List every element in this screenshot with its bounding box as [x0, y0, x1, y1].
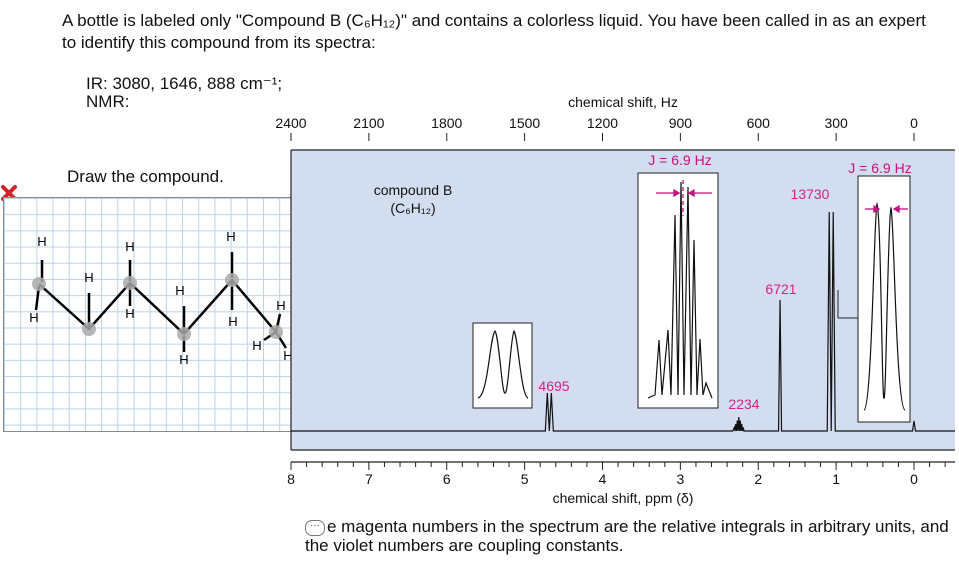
chart-title: compound B — [374, 182, 453, 198]
coupling-constant-label: J = 6.9 Hz — [848, 160, 911, 176]
svg-text:H: H — [125, 306, 134, 321]
ppm-tick-label: 0 — [910, 471, 918, 487]
hz-tick-label: 0 — [910, 115, 918, 131]
ppm-tick-label: 8 — [287, 471, 295, 487]
nmr-label: NMR: — [86, 92, 130, 111]
structure-drawing: HH H HH HH HH HHH — [29, 229, 292, 367]
svg-text:H: H — [84, 270, 93, 285]
footnote: ··· e magenta numbers in the spectrum are… — [305, 517, 955, 555]
svg-text:H: H — [283, 348, 292, 363]
coupling-constant-label: J = 6.9 Hz — [648, 152, 711, 168]
svg-text:H: H — [37, 234, 46, 249]
question-text: A bottle is labeled only "Compound B (C₆… — [62, 11, 926, 52]
ppm-tick-label: 2 — [754, 471, 762, 487]
hz-tick-label: 300 — [824, 115, 848, 131]
ir-data: IR: 3080, 1646, 888 cm⁻¹; — [86, 74, 283, 93]
svg-text:H: H — [228, 314, 237, 329]
integral-label: 13730 — [791, 186, 830, 202]
hz-axis-label: chemical shift, Hz — [568, 94, 678, 110]
svg-text:H: H — [29, 310, 38, 325]
svg-text:H: H — [175, 283, 184, 298]
hz-tick-label: 2100 — [353, 115, 384, 131]
hz-axis: 2400 2100 1800 1500 1200 900 600 300 0 — [275, 115, 918, 141]
comment-icon[interactable]: ··· — [305, 519, 325, 536]
ppm-tick-label: 3 — [676, 471, 684, 487]
inset-doublet-4695 — [472, 322, 533, 409]
footnote-text: e magenta numbers in the spectrum are th… — [305, 517, 949, 555]
ppm-axis: 8 7 6 5 4 3 2 1 0 — [287, 461, 955, 487]
hz-tick-label: 900 — [669, 115, 693, 131]
integral-label: 6721 — [765, 281, 796, 297]
svg-text:H: H — [125, 239, 134, 254]
ppm-tick-label: 1 — [832, 471, 840, 487]
ppm-tick-label: 7 — [365, 471, 373, 487]
integral-label: 4695 — [538, 378, 569, 394]
svg-text:H: H — [252, 338, 261, 353]
hz-tick-label: 600 — [747, 115, 771, 131]
svg-text:H: H — [276, 298, 285, 313]
draw-prompt: Draw the compound. — [67, 167, 224, 186]
ppm-tick-label: 5 — [521, 471, 529, 487]
ppm-axis-label: chemical shift, ppm (δ) — [553, 490, 694, 506]
hz-tick-label: 2400 — [275, 115, 306, 131]
plot-background — [291, 150, 955, 450]
hz-tick-label: 1200 — [587, 115, 618, 131]
svg-text:H: H — [179, 352, 188, 367]
svg-text:H: H — [226, 229, 235, 244]
hz-tick-label: 1500 — [509, 115, 540, 131]
chart-subtitle: (C₆H₁₂) — [390, 200, 435, 216]
integral-label: 2234 — [728, 396, 759, 412]
ppm-tick-label: 4 — [599, 471, 607, 487]
spectrum-trace — [291, 211, 955, 432]
ppm-tick-label: 6 — [443, 471, 451, 487]
inset-doublet-13730 — [857, 175, 911, 423]
hz-tick-label: 1800 — [431, 115, 462, 131]
